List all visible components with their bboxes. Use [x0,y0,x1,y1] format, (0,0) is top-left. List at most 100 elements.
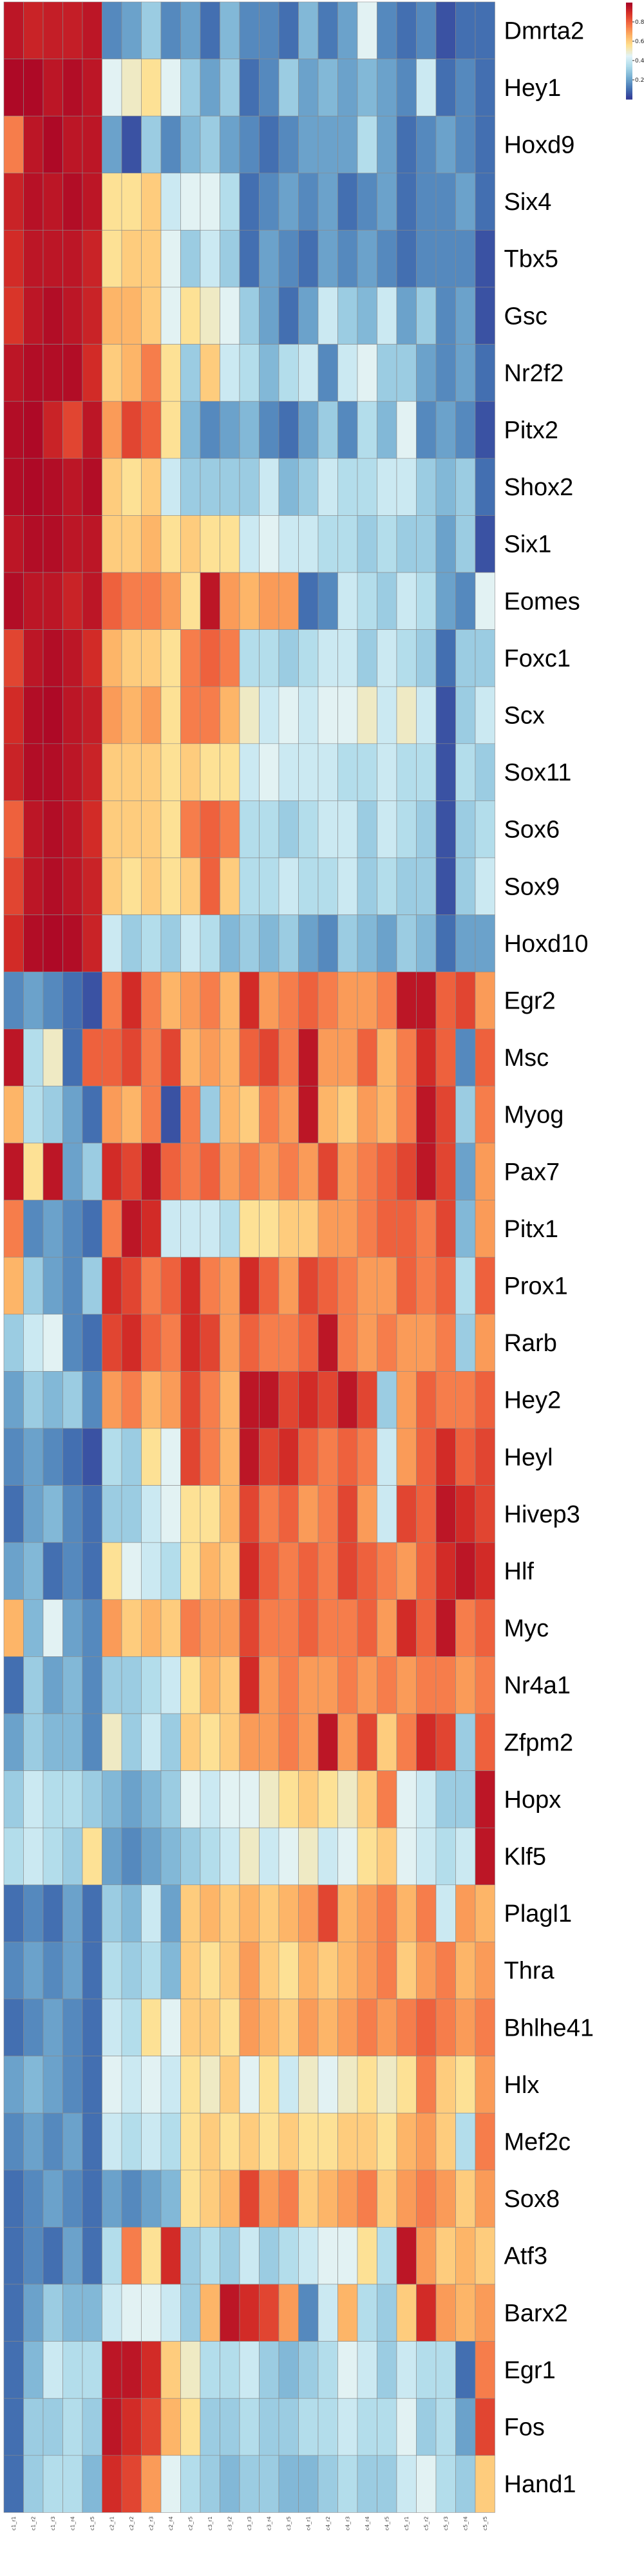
heatmap-cell [239,287,260,345]
heatmap-cell [82,1485,102,1543]
heatmap-cell [200,800,220,858]
heatmap-cell [475,743,495,801]
heatmap-cell [455,287,476,345]
heatmap-cell [259,2170,279,2228]
heatmap-cell [141,743,162,801]
heatmap-cell [416,2056,437,2114]
heatmap-cell [416,2227,437,2285]
gene-label: Sox8 [504,2186,560,2213]
heatmap-cell [278,2341,299,2399]
heatmap-cell [102,1371,122,1429]
heatmap-cell [82,1086,102,1144]
heatmap-cell [160,1028,181,1086]
heatmap-cell [455,173,476,231]
heatmap-cell [43,914,63,972]
heatmap-cell [416,971,437,1030]
heatmap-cell [160,2112,181,2171]
heatmap-cell [475,1142,495,1200]
heatmap-cell [200,629,220,687]
heatmap-cell [62,1314,83,1372]
heatmap-cell [3,458,24,516]
legend-swatch [626,80,632,82]
heatmap-cell [278,1599,299,1657]
heatmap-cell [180,914,201,972]
heatmap-cell [23,515,44,573]
heatmap-cell [259,1256,279,1315]
heatmap-cell [102,743,122,801]
heatmap-cell [3,115,24,174]
heatmap-cell [435,173,456,231]
heatmap-cell [357,1998,377,2056]
heatmap-cell [200,1028,220,1086]
heatmap-cell [23,686,44,744]
heatmap-cell [102,629,122,687]
heatmap-cell [298,629,319,687]
heatmap-cell [337,287,358,345]
heatmap-cell [220,743,240,801]
heatmap-cell [278,344,299,402]
heatmap-cell [220,1142,240,1200]
heatmap-cell [220,2170,240,2228]
heatmap-cell [102,59,122,117]
heatmap-cell [259,914,279,972]
heatmap-cell [435,971,456,1030]
heatmap-cell [317,743,338,801]
heatmap-cell [200,1314,220,1372]
heatmap-cell [317,2284,338,2342]
legend-swatch [626,97,632,100]
heatmap-cell [278,1,299,59]
heatmap-cell [239,686,260,744]
heatmap-cell [141,1713,162,1771]
legend-swatch [626,32,632,34]
heatmap-cell [43,515,63,573]
heatmap-cell [317,2056,338,2114]
heatmap-cell [278,1028,299,1086]
heatmap-cell [220,2112,240,2171]
heatmap-cell [121,1256,142,1315]
heatmap-cell [180,1827,201,1886]
gene-label: Rarb [504,1330,557,1357]
heatmap-cell [82,572,102,630]
heatmap-cell [377,1428,397,1486]
sample-label: c5_r1 [404,2516,410,2530]
heatmap-cell [475,629,495,687]
legend-swatch [626,44,632,47]
heatmap-cell [475,1314,495,1372]
heatmap-cell [220,629,240,687]
heatmap-cell [141,2398,162,2456]
gene-label: Shox2 [504,474,574,501]
legend-swatch [626,59,632,61]
heatmap-cell [396,1371,417,1429]
heatmap-cell [141,686,162,744]
heatmap-cell [416,743,437,801]
heatmap-cell [23,1428,44,1486]
heatmap-cell [180,1142,201,1200]
heatmap-cell [396,800,417,858]
heatmap-cell [377,401,397,459]
heatmap-cell [200,2170,220,2228]
heatmap-cell [416,1827,437,1886]
legend-swatch [626,48,632,50]
heatmap-cell [259,2455,279,2513]
heatmap-cell [43,2398,63,2456]
heatmap-cell [396,2112,417,2171]
heatmap-cell [102,1314,122,1372]
heatmap-cell [121,1371,142,1429]
heatmap-cell [475,287,495,345]
heatmap-cell [160,1713,181,1771]
heatmap-cell [180,1942,201,2000]
heatmap-cell [317,173,338,231]
heatmap-cell [396,1028,417,1086]
heatmap-cell [220,1428,240,1486]
heatmap-cell [3,1256,24,1315]
heatmap-cell [298,2112,319,2171]
heatmap-cell [3,344,24,402]
heatmap-cell [278,1942,299,2000]
heatmap-cell [121,230,142,288]
heatmap-cell [377,2170,397,2228]
heatmap-cell [43,1770,63,1828]
heatmap-cell [396,857,417,915]
heatmap-cell [82,1599,102,1657]
gene-label: Six1 [504,531,552,558]
heatmap-cell [220,1713,240,1771]
